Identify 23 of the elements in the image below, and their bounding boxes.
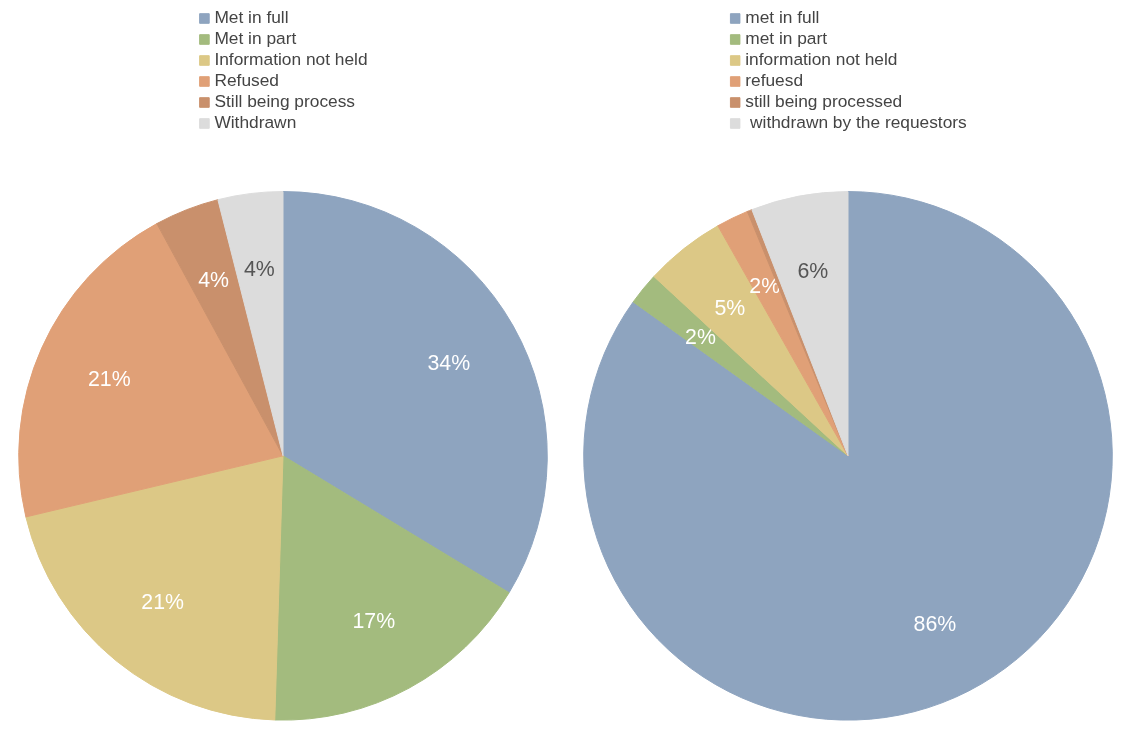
legend-label: Withdrawn — [214, 112, 297, 133]
legend-label: withdrawn by the requestors — [749, 112, 967, 133]
data-label: 4% — [198, 268, 230, 293]
data-label: 2% — [685, 324, 716, 349]
legend-label: still being processed — [745, 91, 903, 112]
legend-label: information not held — [745, 49, 898, 70]
legend-label: Still being process — [214, 91, 356, 112]
legend-label: Met in part — [214, 28, 297, 49]
legend-label: Met in full — [214, 7, 289, 28]
data-label: 2% — [749, 274, 781, 299]
data-label: 17% — [352, 609, 396, 634]
data-label: 21% — [87, 366, 131, 391]
legend-label: Refused — [214, 70, 279, 91]
data-label: 4% — [243, 256, 275, 281]
legend-label: Information not held — [214, 49, 368, 70]
data-label: 6% — [797, 258, 829, 283]
legend-label: met in part — [745, 28, 828, 49]
legend-label: refuesd — [745, 70, 804, 91]
data-label: 86% — [913, 611, 957, 636]
data-label: 5% — [714, 296, 746, 321]
data-label: 34% — [427, 351, 471, 376]
legend-label: met in full — [745, 7, 820, 28]
data-label: 21% — [141, 589, 185, 614]
